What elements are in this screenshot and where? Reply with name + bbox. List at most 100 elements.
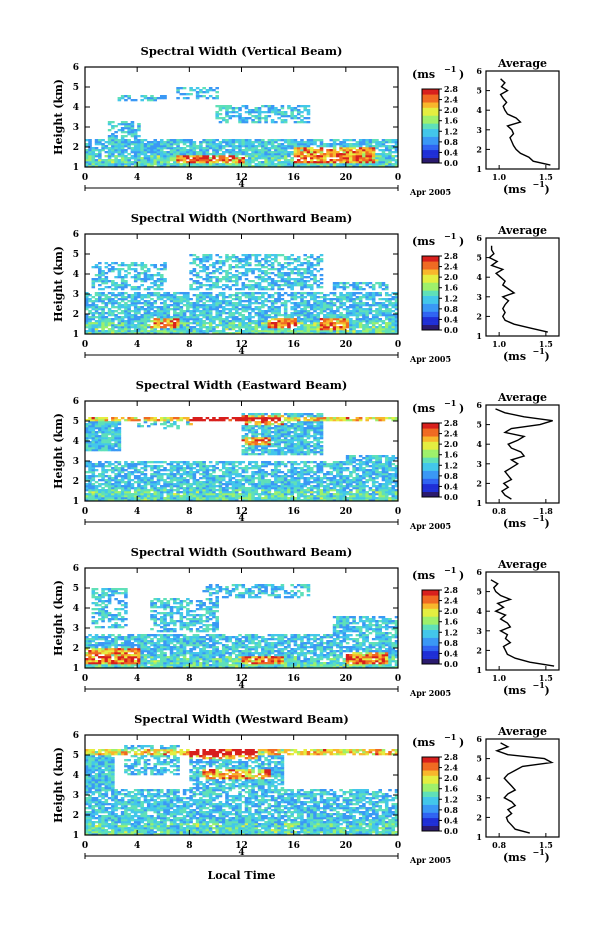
heatmap-cell bbox=[316, 149, 320, 151]
heatmap-cell bbox=[95, 449, 99, 451]
heatmap-cell bbox=[326, 294, 330, 296]
heatmap-cell bbox=[186, 316, 190, 318]
heatmap-cell bbox=[108, 320, 112, 322]
heatmap-cell bbox=[369, 298, 373, 300]
heatmap-cell bbox=[202, 497, 206, 499]
heatmap-cell bbox=[277, 298, 281, 300]
heatmap-cell bbox=[157, 322, 161, 324]
heatmap-cell bbox=[369, 328, 373, 330]
heatmap-cell bbox=[316, 326, 320, 328]
heatmap-cell bbox=[189, 328, 193, 330]
heatmap-cell bbox=[118, 471, 122, 473]
heatmap-cell bbox=[101, 318, 105, 320]
heatmap-cell bbox=[147, 161, 151, 163]
heatmap-cell bbox=[108, 330, 112, 332]
heatmap-cell bbox=[189, 463, 193, 465]
heatmap-cell bbox=[326, 330, 330, 332]
heatmap-cell bbox=[219, 320, 223, 322]
heatmap-cell bbox=[170, 304, 174, 306]
heatmap-cell bbox=[212, 149, 216, 151]
heatmap-cell bbox=[202, 292, 206, 294]
heatmap-cell bbox=[209, 306, 213, 308]
heatmap-cell bbox=[264, 300, 268, 302]
heatmap-cell bbox=[343, 308, 347, 310]
heatmap-cell bbox=[92, 435, 96, 437]
heatmap-cell bbox=[111, 302, 115, 304]
heatmap-cell bbox=[333, 302, 337, 304]
heatmap-cell bbox=[281, 326, 285, 328]
heatmap-cell bbox=[105, 312, 109, 314]
heatmap-cell bbox=[160, 288, 164, 290]
heatmap-cell bbox=[310, 270, 314, 272]
heatmap-cell bbox=[118, 475, 122, 477]
heatmap-cell bbox=[287, 300, 291, 302]
heatmap-cell bbox=[199, 284, 203, 286]
heatmap-cell bbox=[150, 312, 154, 314]
heatmap-cell bbox=[271, 272, 275, 274]
heatmap-cell bbox=[189, 314, 193, 316]
heatmap-cell bbox=[219, 481, 223, 483]
heatmap-cell bbox=[92, 425, 96, 427]
heatmap-cell bbox=[290, 111, 294, 113]
heatmap-cell bbox=[118, 431, 122, 433]
heatmap-cell bbox=[388, 324, 392, 326]
heatmap-cell bbox=[225, 322, 229, 324]
heatmap-cell bbox=[333, 312, 337, 314]
heatmap-cell bbox=[92, 278, 96, 280]
heatmap-cell bbox=[88, 429, 92, 431]
heatmap-cell bbox=[271, 264, 275, 266]
heatmap-cell bbox=[339, 300, 343, 302]
heatmap-cell bbox=[261, 328, 265, 330]
heatmap-cell bbox=[238, 288, 242, 290]
colorbar-segment bbox=[422, 309, 439, 312]
heatmap-cell bbox=[258, 270, 262, 272]
heatmap-cell bbox=[310, 143, 314, 145]
heatmap-cell bbox=[101, 306, 105, 308]
heatmap-cell bbox=[375, 282, 379, 284]
heatmap-cell bbox=[310, 306, 314, 308]
heatmap-cell bbox=[261, 155, 265, 157]
heatmap-cell bbox=[339, 322, 343, 324]
heatmap-cell bbox=[206, 260, 210, 262]
heatmap-cell bbox=[310, 292, 314, 294]
heatmap-cell bbox=[111, 429, 115, 431]
average-y-tick-label: 5 bbox=[476, 253, 482, 263]
heatmap-cell bbox=[124, 463, 128, 465]
heatmap-cell bbox=[150, 314, 154, 316]
heatmap-cell bbox=[391, 322, 395, 324]
heatmap-cell bbox=[196, 147, 200, 149]
heatmap-cell bbox=[173, 473, 177, 475]
heatmap-cell bbox=[242, 151, 246, 153]
heatmap-cell bbox=[170, 473, 174, 475]
heatmap-cell bbox=[199, 286, 203, 288]
heatmap-cell bbox=[127, 310, 131, 312]
heatmap-cell bbox=[320, 306, 324, 308]
heatmap-cell bbox=[114, 157, 118, 159]
heatmap-cell bbox=[307, 155, 311, 157]
heatmap-cell bbox=[264, 310, 268, 312]
heatmap-cell bbox=[92, 493, 96, 495]
heatmap-cell bbox=[290, 314, 294, 316]
heatmap-cell bbox=[118, 491, 122, 493]
heatmap-cell bbox=[98, 437, 102, 439]
heatmap-cell bbox=[333, 284, 337, 286]
heatmap-cell bbox=[176, 471, 180, 473]
heatmap-cell bbox=[277, 300, 281, 302]
heatmap-cell bbox=[92, 300, 96, 302]
heatmap-cell bbox=[150, 475, 154, 477]
heatmap-cell bbox=[242, 308, 246, 310]
heatmap-cell bbox=[134, 135, 138, 137]
heatmap-cell bbox=[147, 292, 151, 294]
heatmap-cell bbox=[277, 324, 281, 326]
heatmap-cell bbox=[92, 417, 96, 419]
heatmap-cell bbox=[316, 161, 320, 163]
heatmap-cell bbox=[271, 296, 275, 298]
heatmap-cell bbox=[212, 469, 216, 471]
heatmap-cell bbox=[108, 143, 112, 145]
heatmap-cell bbox=[144, 324, 148, 326]
heatmap-cell bbox=[160, 294, 164, 296]
heatmap-cell bbox=[147, 286, 151, 288]
heatmap-cell bbox=[137, 161, 141, 163]
heatmap-cell bbox=[137, 497, 141, 499]
heatmap-cell bbox=[88, 310, 92, 312]
